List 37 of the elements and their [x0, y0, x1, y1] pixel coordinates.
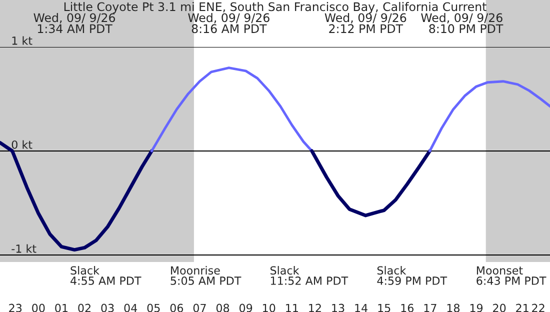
text: Wed, 09/ 9/26 8:16 AM PDT	[188, 13, 270, 34]
x-tick-label: 20	[493, 304, 506, 312]
x-tick-label: 19	[470, 304, 483, 312]
x-tick-label: 17	[424, 304, 436, 312]
x-tick-label: 00	[32, 304, 45, 312]
x-tick-label: 07	[193, 304, 206, 312]
y-tick-label: 0 kt	[12, 140, 32, 149]
x-tick-label: 22	[532, 304, 544, 312]
text: Wed, 09/ 9/26 8:10 PM PDT	[421, 13, 504, 34]
x-tick-label: 01	[55, 304, 68, 312]
x-tick-label: 21	[516, 304, 528, 312]
chart-title: Little Coyote Pt 3.1 mi ENE, South San Francisco Bay, California Current	[64, 2, 486, 14]
text: Slack 4:59 PM PDT	[377, 266, 448, 285]
text: Wed, 09/ 9/26 1:34 AM PDT	[34, 13, 116, 34]
x-tick-label: 10	[263, 304, 276, 312]
x-tick-label: 08	[216, 304, 230, 312]
x-tick-label: 12	[309, 304, 321, 312]
text: Wed, 09/ 9/26 2:12 PM PDT	[324, 13, 406, 33]
y-tick-label: 1 kt	[12, 36, 32, 45]
y-tick-label: -1 kt	[12, 244, 36, 253]
x-tick-label: 02	[78, 304, 90, 312]
x-tick-label: 03	[101, 304, 114, 312]
x-tick-label: 11	[286, 304, 298, 312]
text: Moonset 6:43 PM PDT	[476, 266, 546, 285]
x-tick-label: 16	[401, 304, 414, 312]
text: Moonrise 5:05 AM PDT	[170, 266, 242, 285]
x-tick-label: 05	[147, 304, 160, 312]
x-tick-label: 14	[355, 304, 368, 312]
x-tick-label: 23	[9, 304, 22, 312]
x-tick-label: 18	[447, 304, 460, 312]
x-tick-label: 09	[239, 304, 252, 312]
text: Slack 11:52 AM PDT	[270, 266, 348, 285]
x-tick-label: 04	[124, 304, 138, 312]
x-tick-label: 13	[332, 304, 344, 312]
x-tick-label: 15	[378, 304, 390, 312]
x-tick-label: 06	[170, 304, 184, 312]
text: Slack 4:55 AM PDT	[70, 266, 142, 285]
